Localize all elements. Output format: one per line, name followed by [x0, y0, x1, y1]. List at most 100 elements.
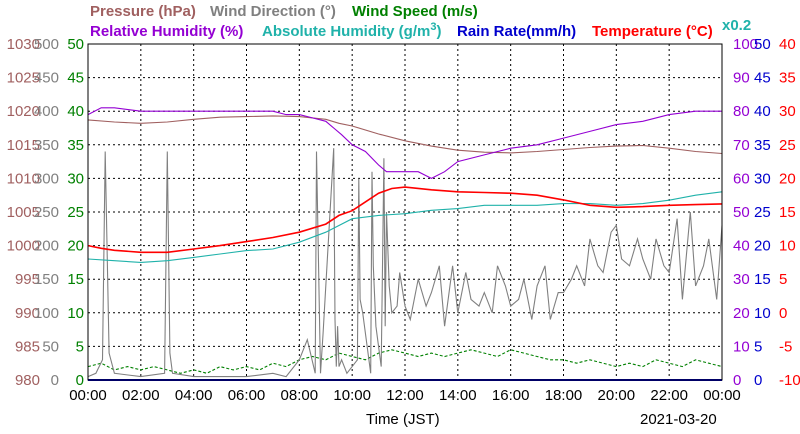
legend-absolute-humidity: Absolute Humidity (g/m3): [262, 21, 441, 40]
y-tick-rain-rate: 0: [754, 372, 762, 389]
x-tick-label: 18:00: [545, 387, 583, 404]
y-tick-rain-rate: 35: [754, 137, 771, 154]
y-tick-wind-direction: 400: [34, 103, 59, 120]
y-tick-wind-speed: 15: [67, 271, 84, 288]
legend-absolute-humidity-label: Absolute Humidity (g/m: [262, 23, 430, 40]
y-tick-wind-speed: 40: [67, 103, 84, 120]
legend-absolute-humidity-end: ): [436, 23, 441, 40]
y-tick-wind-direction: 250: [34, 204, 59, 221]
y-tick-relative-humidity: 60: [733, 170, 750, 187]
y-tick-relative-humidity: 40: [733, 238, 750, 255]
y-tick-temperature: 25: [779, 137, 796, 154]
x-tick-label: 22:00: [650, 387, 688, 404]
series-wind-direction: [87, 148, 723, 378]
y-tick-wind-direction: 50: [42, 338, 59, 355]
plot-frame: [87, 43, 723, 381]
y-tick-relative-humidity: 80: [733, 103, 750, 120]
y-tick-temperature: 0: [779, 305, 787, 322]
legend-abs-hum-scale-note: x0.2: [722, 17, 751, 34]
y-tick-wind-direction: 500: [34, 36, 59, 53]
y-tick-relative-humidity: 100: [733, 36, 758, 53]
y-tick-wind-speed: 5: [76, 338, 84, 355]
y-tick-rain-rate: 45: [754, 70, 771, 87]
legend-wind-speed: Wind Speed (m/s): [352, 3, 478, 20]
y-tick-wind-speed: 0: [76, 372, 84, 389]
y-tick-wind-speed: 45: [67, 70, 84, 87]
series-wind-speed: [87, 349, 723, 374]
y-tick-wind-speed: 30: [67, 170, 84, 187]
x-tick-label: 12:00: [386, 387, 424, 404]
y-tick-rain-rate: 10: [754, 305, 771, 322]
y-tick-temperature: 35: [779, 70, 796, 87]
y-tick-relative-humidity: 70: [733, 137, 750, 154]
x-tick-label: 02:00: [122, 387, 160, 404]
x-tick-label: 16:00: [492, 387, 530, 404]
y-tick-wind-direction: 450: [34, 70, 59, 87]
y-axis-ticks: 1030102510201015101010051000995990985980…: [7, 36, 800, 389]
y-tick-rain-rate: 30: [754, 170, 771, 187]
y-tick-relative-humidity: 90: [733, 70, 750, 87]
y-tick-wind-direction: 200: [34, 238, 59, 255]
y-tick-rain-rate: 20: [754, 238, 771, 255]
y-tick-pressure: 1020: [7, 103, 40, 120]
y-tick-wind-direction: 350: [34, 137, 59, 154]
y-tick-wind-direction: 100: [34, 305, 59, 322]
legend-absolute-humidity-sup: 3: [430, 21, 436, 33]
y-tick-pressure: 1030: [7, 36, 40, 53]
x-tick-label: 00:00: [69, 387, 107, 404]
legend-pressure: Pressure (hPa): [90, 3, 196, 20]
y-tick-pressure: 1005: [7, 204, 40, 221]
y-tick-temperature: 15: [779, 204, 796, 221]
y-tick-temperature: 10: [779, 238, 796, 255]
y-tick-wind-direction: 300: [34, 170, 59, 187]
y-tick-wind-direction: 150: [34, 271, 59, 288]
x-axis-title: Time (JST): [366, 411, 440, 428]
y-tick-wind-speed: 35: [67, 137, 84, 154]
y-tick-temperature: -10: [779, 372, 800, 389]
x-tick-label: 14:00: [439, 387, 477, 404]
series-absolute-humidity: [87, 191, 723, 263]
y-tick-rain-rate: 15: [754, 271, 771, 288]
x-tick-label: 00:00: [703, 387, 741, 404]
y-tick-pressure: 1010: [7, 170, 40, 187]
x-tick-label: 20:00: [598, 387, 636, 404]
y-tick-relative-humidity: 50: [733, 204, 750, 221]
y-tick-relative-humidity: 30: [733, 271, 750, 288]
y-tick-rain-rate: 50: [754, 36, 771, 53]
y-tick-temperature: 20: [779, 170, 796, 187]
legend-temperature: Temperature (°C): [592, 23, 713, 40]
legend-rain-rate: Rain Rate(mm/h): [457, 23, 576, 40]
y-tick-relative-humidity: 10: [733, 338, 750, 355]
series-pressure: [87, 115, 723, 155]
x-tick-label: 10:00: [333, 387, 371, 404]
y-tick-pressure: 990: [15, 305, 40, 322]
y-tick-temperature: -5: [779, 338, 792, 355]
x-tick-label: 04:00: [175, 387, 213, 404]
x-tick-label: 06:00: [228, 387, 266, 404]
y-tick-wind-speed: 25: [67, 204, 84, 221]
legend-wind-direction: Wind Direction (°): [210, 3, 336, 20]
y-tick-pressure: 1025: [7, 70, 40, 87]
chart-grid: [88, 44, 722, 380]
y-tick-pressure: 980: [15, 372, 40, 389]
y-tick-wind-speed: 50: [67, 36, 84, 53]
series-temperature: [87, 186, 723, 254]
series-relative-humidity: [87, 107, 722, 180]
y-tick-temperature: 5: [779, 271, 787, 288]
chart-date: 2021-03-20: [640, 411, 717, 428]
y-tick-rain-rate: 25: [754, 204, 771, 221]
y-tick-pressure: 985: [15, 338, 40, 355]
x-axis-ticks: 00:00 02:00 04:00 06:00 08:00 10:00 12:00 14:00…: [69, 387, 741, 404]
y-tick-pressure: 1000: [7, 238, 40, 255]
y-tick-rain-rate: 40: [754, 103, 771, 120]
y-tick-temperature: 40: [779, 36, 796, 53]
y-tick-wind-speed: 20: [67, 238, 84, 255]
y-tick-relative-humidity: 0: [733, 372, 741, 389]
y-tick-relative-humidity: 20: [733, 305, 750, 322]
legend-relative-humidity: Relative Humidity (%): [90, 23, 243, 40]
x-tick-label: 08:00: [281, 387, 319, 404]
y-tick-wind-direction: 0: [51, 372, 59, 389]
y-tick-pressure: 1015: [7, 137, 40, 154]
